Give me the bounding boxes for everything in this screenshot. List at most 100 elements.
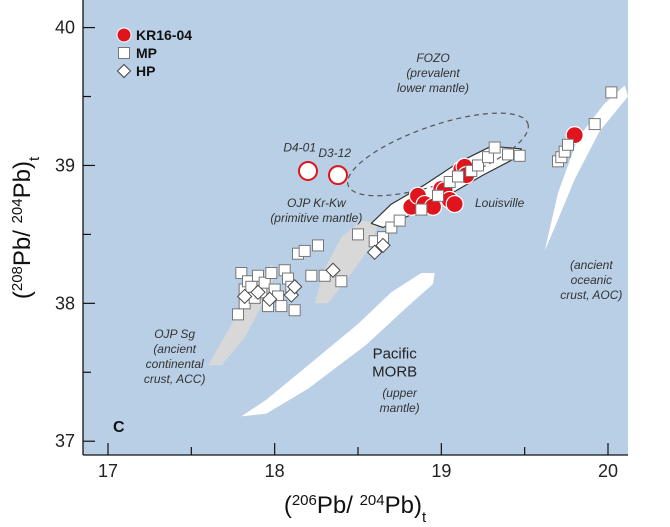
axis-title-part: Pb/ [9,223,36,266]
x-tick-label: 19 [431,461,451,481]
y-tick-label: 39 [55,155,75,175]
data-point-mp [562,138,574,151]
axis-title-part: Pb) [385,492,422,519]
annotation-line: OJP Kr-Kw [287,196,347,210]
axis-title-part: ( [284,492,292,519]
data-point-mp [305,269,318,282]
annotation-d4-01: D4-01 [283,141,316,155]
plot-area: D4-01 D3-12 FOZO (prevalent lower mantle) OJP… [83,0,628,455]
axis-title-part: 206 [292,492,317,509]
legend-label-mp: MP [136,45,157,61]
series-mp [232,86,618,321]
annotation-ojp-sg: OJP Sg (ancient continental crust, ACC) [144,327,206,386]
data-point-hp [236,288,253,305]
data-point-mp [415,203,428,216]
axis-title-part: t [422,509,427,526]
axis-title-part: 204 [360,492,385,509]
data-point-mp [352,228,364,241]
legend-marker-hp [116,63,132,79]
fozo-field-dashed-outline [347,112,529,197]
annotation-line: lower mantle) [397,81,469,95]
legend-label-hp: HP [136,63,155,79]
data-point-mp [258,276,271,289]
x-axis-title: (206Pb/ 204Pb)t [284,492,427,526]
legend: KR16-04 MP HP [116,27,192,79]
y-axis-title: (208Pb/ 204Pb)t [9,156,43,299]
data-point-mp [275,300,288,313]
data-point-mp [502,148,514,161]
data-point-hp [286,279,303,295]
annotation-louisville: Louisville [475,196,525,210]
data-point-hp [261,291,278,307]
data-point-hp [325,262,341,278]
annotation-pacific-morb: Pacific MORB [372,345,417,380]
axis-title-part: 208 [9,266,26,291]
axis-title-part: ( [9,291,36,299]
legend-marker-mp [118,47,130,59]
annotation-line: (ancient [570,258,613,272]
annotation-line: (ancient [153,342,196,356]
legend-marker-kr16-04 [116,27,132,43]
x-tick-label: 17 [98,461,118,481]
data-point-mp [472,159,484,172]
annotation-line: Pacific [373,345,418,362]
aoc-field [544,85,628,251]
annotation-line: Louisville [475,196,525,210]
axis-title-part: t [26,156,43,161]
x-tick-label: 20 [598,461,618,481]
data-point-hp [250,284,266,301]
y-tick-label: 38 [55,293,75,313]
data-point-hp [375,237,391,254]
data-point-mp [482,151,494,164]
data-point-mp [232,308,244,321]
data-point-mp [318,269,331,282]
data-point-mp [432,189,444,202]
axis-title-part: Pb) [9,161,36,198]
data-point-mp [385,221,398,234]
data-point-mp [488,141,501,154]
y-tick-label: 37 [55,431,75,451]
legend-label-kr16-04: KR16-04 [136,27,192,43]
data-point-mp [235,267,248,279]
data-point-mp [288,304,301,317]
data-point-mp [252,269,264,282]
annotation-upper-mantle: (upper mantle) [380,386,420,415]
data-point-mp [588,118,601,131]
annotation-line: MORB [372,363,417,380]
pacific-morb-field [241,273,435,417]
annotation-line: mantle) [380,401,420,415]
data-point-mp [335,275,348,288]
annotation-line: (upper [382,386,418,400]
data-point-mp [452,170,464,183]
data-point-hp [366,244,383,261]
data-point-mp [265,267,278,279]
y-tick-label: 40 [55,18,75,38]
annotation-aoc: (ancient oceanic crust, AOC) [560,258,622,302]
annotation-line: oceanic [571,273,612,287]
series-open-red-circles [298,160,348,186]
axis-title-part: Pb/ [317,492,360,519]
ojp-kr-kw-field [314,220,378,304]
annotation-line: (primitive mantle) [270,211,362,225]
annotation-ojp-kr-kw: OJP Kr-Kw (primitive mantle) [270,196,362,225]
annotation-line: FOZO [416,51,449,65]
annotation-line: (prevalent [406,66,460,80]
panel-label: C [113,419,125,436]
annotation-d3-12: D3-12 [318,146,351,160]
data-point-kr16-04 [445,194,464,214]
data-point-open-red [298,160,318,181]
data-point-mp [393,214,406,227]
data-point-open-red [328,165,348,186]
series-hp [236,237,391,307]
x-tick-label: 18 [265,461,285,481]
data-point-mp [312,239,324,252]
annotation-line: continental [146,357,204,371]
annotation-line: D3-12 [318,146,351,160]
annotation-line: OJP Sg [154,327,195,341]
data-point-mp [298,244,311,257]
data-point-mp [513,149,526,162]
annotation-fozo: FOZO (prevalent lower mantle) [397,51,469,95]
annotation-line: crust, AOC) [560,288,622,302]
